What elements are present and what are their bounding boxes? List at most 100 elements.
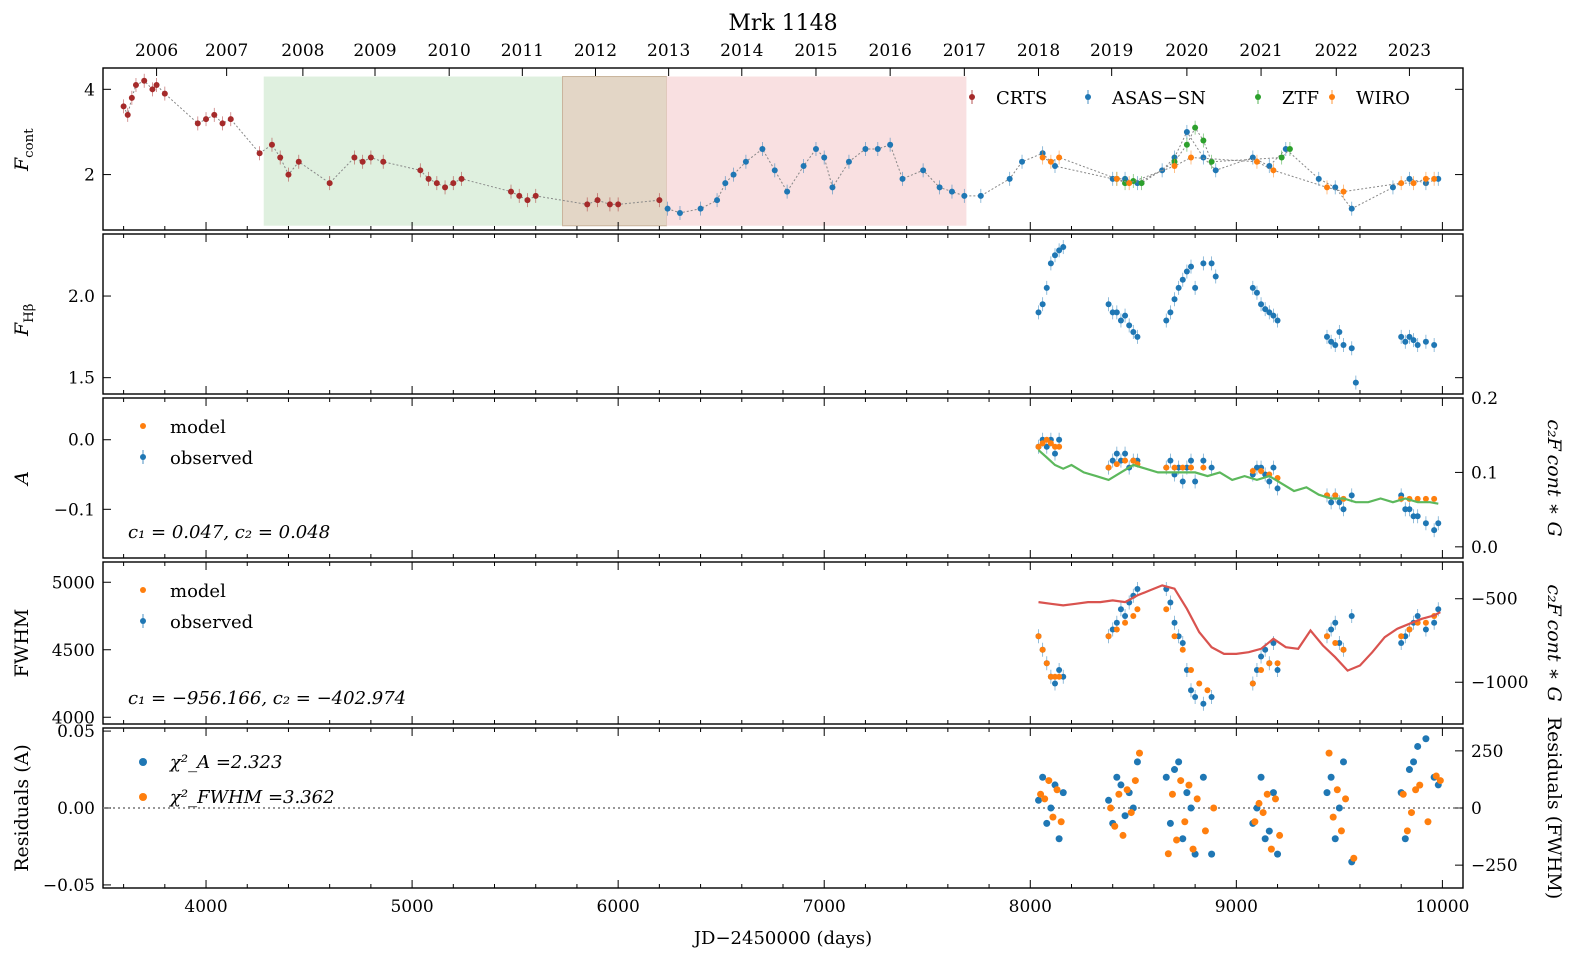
data-point <box>1117 457 1124 464</box>
data-point <box>1192 478 1199 485</box>
data-point <box>1138 180 1145 187</box>
data-point <box>1188 667 1194 673</box>
data-point <box>1171 633 1178 640</box>
data-point <box>425 175 432 182</box>
data-point <box>1122 312 1129 319</box>
data-point <box>1043 284 1050 291</box>
data-point <box>1422 520 1429 527</box>
data-point <box>1336 499 1343 506</box>
y2-axis-label: Residuals (FWHM) <box>1543 717 1565 900</box>
y2-axis-label: c₂F cont ∗ G <box>1543 419 1565 536</box>
data-point <box>458 175 465 182</box>
data-point <box>1406 626 1413 633</box>
data-point <box>1052 450 1058 457</box>
year-label: 2016 <box>869 41 912 61</box>
data-point <box>277 154 284 161</box>
data-point <box>516 192 523 199</box>
data-point <box>1117 317 1124 324</box>
y-axis-label: Residuals (A) <box>11 744 33 872</box>
data-point <box>1335 804 1343 812</box>
data-point <box>1179 464 1186 471</box>
data-point <box>1173 836 1181 844</box>
data-point <box>845 158 852 165</box>
data-point <box>714 197 721 204</box>
y2-tick-label: −1000 <box>1471 673 1529 693</box>
data-point <box>1282 146 1289 152</box>
x-tick-label: 7000 <box>803 897 846 917</box>
data-point <box>1342 795 1350 803</box>
data-point <box>1045 777 1053 785</box>
data-point <box>194 120 201 127</box>
data-point <box>367 154 374 161</box>
data-point <box>1163 464 1170 471</box>
year-label: 2015 <box>794 41 837 61</box>
data-point <box>1175 464 1182 471</box>
data-point <box>1056 667 1063 673</box>
data-point <box>1193 795 1201 803</box>
year-label: 2021 <box>1239 41 1282 61</box>
data-point <box>1183 141 1190 148</box>
data-point <box>219 120 226 127</box>
data-point <box>1133 758 1141 766</box>
data-point <box>936 184 943 191</box>
data-point <box>1431 342 1438 349</box>
legend-label: CRTS <box>996 88 1047 109</box>
data-point <box>1416 781 1424 789</box>
data-point <box>1135 749 1143 757</box>
year-label: 2022 <box>1315 41 1358 61</box>
y-tick-label: 4000 <box>52 708 95 728</box>
data-point <box>1047 158 1054 165</box>
y-axis-label: FWHM <box>11 609 33 678</box>
data-point <box>508 188 514 195</box>
series-link <box>1042 156 1435 193</box>
year-label: 2006 <box>135 41 178 61</box>
data-point <box>862 146 869 152</box>
y-tick-label: 2.0 <box>68 287 95 307</box>
data-point <box>1398 633 1405 640</box>
data-point <box>132 82 139 89</box>
data-point <box>1414 495 1421 502</box>
data-point <box>1422 338 1429 345</box>
data-point <box>1270 167 1277 174</box>
data-point <box>1200 260 1207 267</box>
data-point <box>1185 781 1193 789</box>
data-point <box>1171 766 1179 774</box>
data-point <box>1332 619 1339 626</box>
data-point <box>1258 468 1265 475</box>
data-point <box>1258 301 1265 308</box>
data-point <box>1431 619 1438 626</box>
data-point <box>1052 673 1058 680</box>
year-label: 2007 <box>205 41 248 61</box>
data-point <box>1047 260 1054 267</box>
data-point <box>268 141 275 148</box>
year-label: 2019 <box>1090 41 1133 61</box>
x-tick-label: 9000 <box>1215 897 1258 917</box>
data-point <box>722 180 729 187</box>
data-point <box>1035 309 1042 316</box>
data-point <box>1113 461 1120 468</box>
data-point <box>1130 328 1137 335</box>
data-point <box>1109 626 1116 633</box>
legend-marker <box>139 793 147 801</box>
data-point <box>1348 205 1355 212</box>
data-point <box>524 197 531 204</box>
data-point <box>1253 667 1260 673</box>
data-point <box>1188 263 1194 270</box>
data-point <box>1336 328 1343 335</box>
data-point <box>295 158 302 165</box>
data-point <box>1052 443 1058 450</box>
data-point <box>433 180 440 187</box>
data-point <box>874 146 881 152</box>
data-point <box>1057 818 1065 826</box>
data-point <box>1402 338 1409 345</box>
data-point <box>1183 789 1191 797</box>
data-point <box>1060 244 1067 251</box>
data-point <box>1422 175 1429 182</box>
y-tick-label: 0.00 <box>57 799 95 819</box>
data-point <box>1278 154 1285 161</box>
data-point <box>1039 301 1046 308</box>
data-point <box>1340 506 1347 513</box>
data-point <box>1187 804 1195 812</box>
data-point <box>1037 790 1045 798</box>
data-point <box>1431 527 1438 534</box>
